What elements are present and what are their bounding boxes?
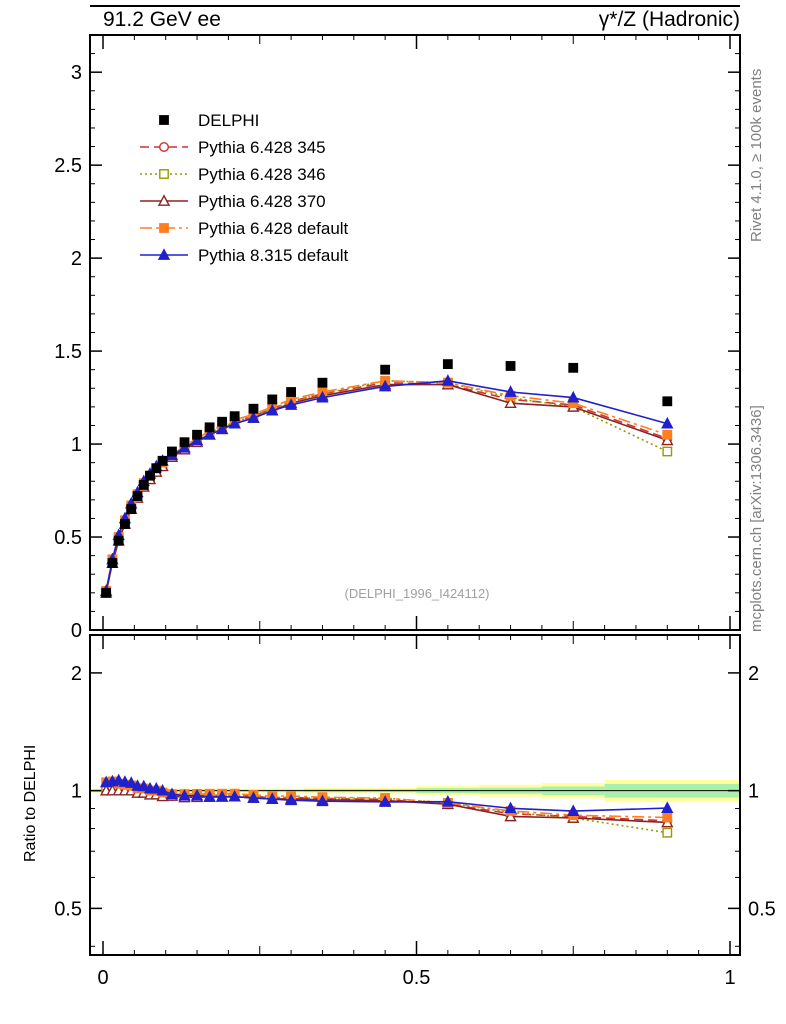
legend-item: Pythia 6.428 default xyxy=(140,219,349,238)
mcplots-arxiv-label: mcplots.cern.ch [arXiv:1306.3436] xyxy=(748,405,765,632)
main-y-ticks xyxy=(90,34,740,631)
series-pythia-8-315-default xyxy=(99,374,674,596)
legend-item: Pythia 6.428 346 xyxy=(140,165,326,184)
legend-label: Pythia 6.428 346 xyxy=(198,165,326,184)
legend-label: Pythia 6.428 default xyxy=(198,219,349,238)
x-tick-label: 1 xyxy=(724,967,735,989)
series-delphi xyxy=(101,359,673,598)
beam-energy-title: 91.2 GeV ee xyxy=(103,8,221,31)
ratio-y-tick-label-left: 0.5 xyxy=(54,898,82,920)
ratio-axis-label: Ratio to DELPHI xyxy=(22,744,39,862)
main-y-tick-label: 2.5 xyxy=(54,155,82,177)
process-title: γ*/Z (Hadronic) xyxy=(598,8,740,31)
x-tick-label: 0 xyxy=(97,967,108,989)
legend: DELPHI Pythia 6.428 345 Pythia 6.428 346 Py… xyxy=(140,111,349,265)
legend-item: Pythia 6.428 345 xyxy=(140,138,326,157)
main-y-tick-label: 0.5 xyxy=(54,527,82,549)
series-line xyxy=(105,383,668,593)
ratio-plot: 0.5 0.5 1 1 2 2 0 0.5 1 xyxy=(54,634,776,989)
series-pythia-6-428-346 xyxy=(101,375,673,598)
top-border xyxy=(90,5,740,7)
main-y-tick-label: 0 xyxy=(71,620,82,640)
series-pythia-6-428-370 xyxy=(99,377,674,598)
ratio-frame xyxy=(89,634,741,956)
main-plot: 0 0.5 1 1.5 2 2.5 3 DELPHI Pythia 6.428 345 Pythi… xyxy=(54,34,741,640)
legend-label: DELPHI xyxy=(198,111,259,130)
main-y-tick-label: 1 xyxy=(71,434,82,456)
main-frame xyxy=(89,34,741,631)
rivet-version-label: Rivet 4.1.0, ≥ 100k events xyxy=(748,68,765,242)
ratio-y-tick-label-left: 1 xyxy=(71,781,82,803)
series-pythia-8-315-default xyxy=(99,773,674,817)
analysis-watermark: (DELPHI_1996_I424112) xyxy=(344,586,490,601)
series-line xyxy=(105,381,668,593)
series-line xyxy=(105,379,668,593)
ratio-y-ticks xyxy=(90,672,740,947)
legend-label: Pythia 6.428 345 xyxy=(198,138,326,157)
main-y-tick-label: 2 xyxy=(71,248,82,270)
ratio-y-tick-label-right: 1 xyxy=(748,781,759,803)
legend-item: DELPHI xyxy=(159,111,259,130)
ratio-x-ticks xyxy=(102,635,731,955)
legend-item: Pythia 8.315 default xyxy=(140,246,349,265)
legend-label: Pythia 6.428 370 xyxy=(198,192,326,211)
ratio-y-tick-label-left: 2 xyxy=(71,663,82,685)
main-y-tick-label: 3 xyxy=(71,62,82,84)
ratio-y-tick-label-right: 0.5 xyxy=(748,898,776,920)
legend-item: Pythia 6.428 370 xyxy=(140,192,326,211)
main-x-ticks xyxy=(102,35,731,630)
main-y-tick-label: 1.5 xyxy=(54,341,82,363)
series-pythia-6-428-default xyxy=(101,375,673,596)
ratio-y-tick-label-right: 2 xyxy=(748,663,759,685)
x-tick-label: 0.5 xyxy=(403,967,431,989)
legend-label: Pythia 8.315 default xyxy=(198,246,349,265)
